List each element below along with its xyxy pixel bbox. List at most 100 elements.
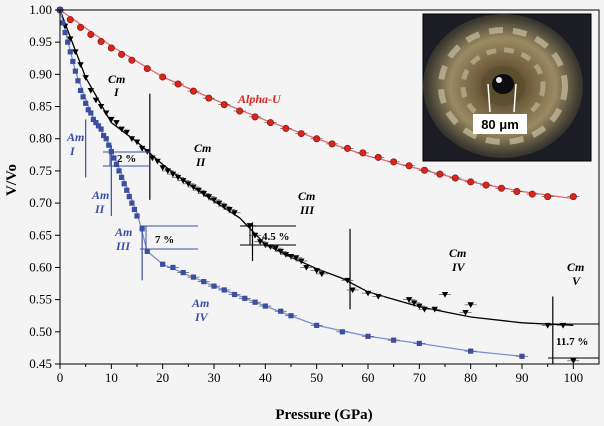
cm-point	[303, 264, 310, 271]
pct-4-5: 4.5 %	[262, 231, 290, 243]
cm-point	[87, 87, 94, 94]
cm-point	[82, 75, 89, 81]
cm-point	[462, 310, 469, 316]
am-point	[262, 303, 268, 309]
cm-point	[364, 290, 372, 297]
am-point	[129, 200, 135, 206]
inset-scale-label: 80 μm	[481, 117, 519, 132]
x-axis-title: Pressure (GPa)	[275, 407, 372, 423]
alpha-u-point	[77, 23, 85, 31]
cm-v-name: Cm	[567, 260, 584, 274]
am-iv-name: Am	[191, 296, 209, 310]
alpha-u-point	[107, 44, 115, 52]
cm-point	[570, 358, 577, 364]
am-point	[221, 287, 227, 293]
cm-point	[190, 184, 197, 191]
cm-point	[231, 210, 238, 216]
alpha-u-point	[405, 162, 413, 170]
alpha-u-point	[266, 119, 274, 127]
cm-point	[72, 49, 79, 56]
alpha-u-label: Alpha-U	[237, 92, 282, 106]
cm-point	[169, 171, 177, 178]
am-point	[144, 248, 150, 254]
alpha-u-point	[436, 170, 444, 178]
am-point	[124, 187, 130, 193]
am-i-num: I	[69, 144, 76, 158]
alpha-u-point	[297, 130, 305, 138]
cm-point	[416, 303, 423, 310]
cm-iii-name: Cm	[298, 189, 315, 203]
y-axis-title: V/Vo	[4, 164, 20, 196]
cm-i-num: I	[113, 85, 120, 99]
am-point	[113, 161, 120, 168]
am-point	[139, 226, 145, 232]
am-point	[88, 110, 94, 116]
pct-2: 2 %	[117, 153, 136, 165]
cm-ii-name: Cm	[194, 141, 211, 155]
alpha-u-point	[87, 30, 95, 38]
phase-markers	[85, 93, 554, 364]
alpha-u-point	[220, 101, 228, 109]
x-tick-label: 100	[564, 370, 584, 385]
cm-point	[149, 155, 156, 162]
am-point	[134, 213, 140, 219]
am-point	[252, 299, 258, 305]
cm-point	[272, 245, 279, 252]
pct-11-7: 11.7 %	[556, 336, 588, 348]
inset-image	[422, 13, 592, 162]
cm-point	[318, 271, 325, 278]
am-point	[103, 136, 109, 142]
am-i-name: Am	[66, 130, 84, 144]
cm-point	[210, 197, 218, 204]
cm-iii-num: III	[299, 203, 315, 217]
am-point	[59, 20, 66, 26]
am-point	[77, 87, 84, 94]
alpha-u-point	[374, 153, 382, 161]
alpha-u-point	[513, 188, 521, 196]
cm-point	[226, 207, 233, 213]
am-point	[339, 329, 345, 335]
cm-point	[118, 126, 125, 133]
am-point	[416, 340, 422, 347]
cm-point	[128, 136, 136, 142]
am-point	[93, 120, 99, 126]
am-point	[468, 348, 474, 354]
am-ii-num: II	[94, 202, 106, 216]
am-point	[98, 126, 104, 132]
cm-point	[251, 232, 259, 239]
am-point	[80, 94, 86, 100]
alpha-u-point	[544, 193, 552, 201]
am-point	[365, 333, 371, 339]
x-tick-label: 20	[156, 370, 169, 385]
am-point	[106, 142, 112, 148]
am-point	[72, 68, 78, 74]
cm-point	[195, 187, 202, 194]
alpha-u-point	[282, 124, 290, 132]
am-iv-num: IV	[194, 310, 209, 324]
cm-point	[92, 97, 100, 104]
bracket-11-7pct	[548, 323, 599, 359]
y-tick-label: 0.45	[29, 356, 52, 371]
alpha-u-point	[451, 174, 459, 182]
x-tick-label: 0	[57, 370, 64, 385]
cm-point	[467, 302, 474, 308]
y-tick-label: 0.75	[29, 163, 52, 178]
am-point	[126, 194, 132, 200]
cm-point	[375, 293, 382, 300]
am-point	[519, 353, 525, 359]
am-point	[201, 279, 207, 285]
am-iii-num: III	[115, 239, 131, 253]
cm-point	[292, 255, 300, 261]
bracket-4-5pct	[240, 225, 296, 246]
alpha-u-point	[159, 73, 167, 81]
x-tick-label: 60	[362, 370, 375, 385]
am-point	[160, 261, 166, 267]
cm-point	[411, 300, 418, 307]
cm-point	[154, 158, 161, 165]
cm-point	[287, 254, 295, 260]
x-tick-label: 10	[105, 370, 118, 385]
y-tick-label: 0.85	[29, 99, 52, 114]
plot-frame	[59, 9, 600, 365]
am-point	[211, 283, 217, 289]
bracket-2pct	[103, 151, 150, 167]
